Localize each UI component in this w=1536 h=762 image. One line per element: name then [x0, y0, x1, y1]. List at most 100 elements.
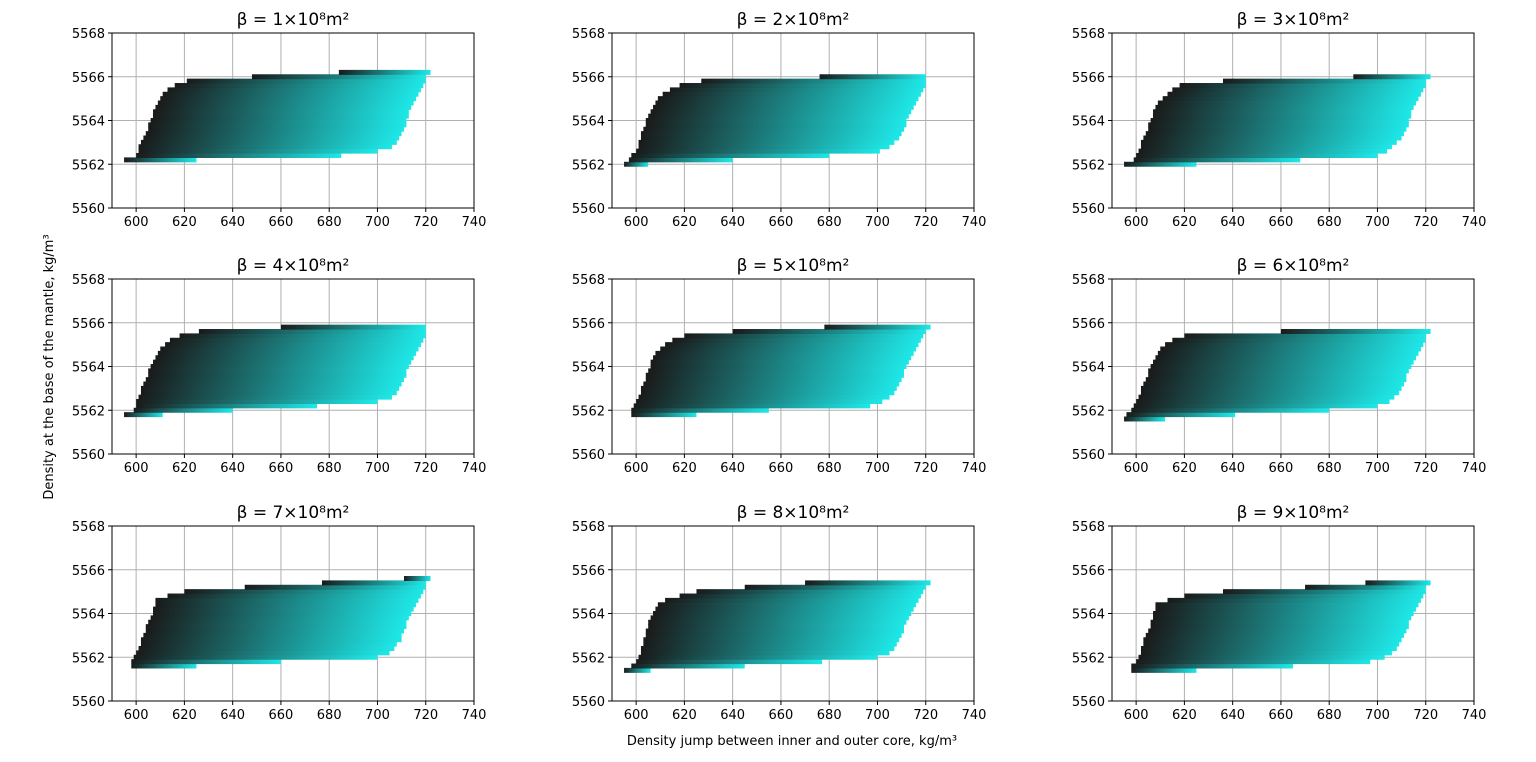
data-band [1126, 412, 1236, 418]
data-band [665, 342, 919, 348]
x-tick-label: 620 [672, 708, 697, 723]
data-band [153, 359, 412, 365]
data-band [645, 377, 902, 383]
y-tick-label: 5566 [72, 564, 105, 579]
y-tick-label: 5564 [572, 115, 605, 130]
data-band [186, 78, 426, 84]
data-region [631, 324, 931, 418]
data-band [140, 637, 402, 643]
data-band [648, 619, 907, 625]
panels: 600 620 640 660 680 700 720 740 5560 5562 5564 5566… [72, 10, 1487, 723]
data-band [1150, 624, 1409, 630]
data-band [143, 381, 402, 387]
x-tick-label: 600 [1124, 215, 1149, 230]
data-band [624, 161, 649, 167]
data-band [1153, 109, 1412, 115]
data-band [1143, 135, 1402, 141]
data-band [1305, 584, 1426, 590]
y-tick-label: 5562 [1072, 651, 1105, 666]
x-tick-label: 660 [1269, 461, 1294, 476]
y-tick-label: 5564 [1072, 361, 1105, 376]
y-tick-label: 5568 [1072, 273, 1105, 288]
y-tick-label: 5568 [572, 273, 605, 288]
x-tick-label: 720 [913, 215, 938, 230]
x-tick-label: 680 [317, 461, 342, 476]
x-tick-label: 740 [1462, 215, 1487, 230]
y-tick-label: 5566 [1072, 564, 1105, 579]
data-band [1124, 416, 1166, 422]
data-band [138, 394, 392, 400]
data-band [131, 663, 197, 669]
data-band [140, 390, 397, 396]
data-band [148, 368, 407, 374]
panel-5: 600 620 640 660 680 700 720 740 5560 5562 5564 5566… [572, 256, 987, 476]
data-band [140, 385, 400, 391]
data-band [148, 372, 407, 378]
x-tick-label: 700 [1365, 215, 1390, 230]
x-tick-label: 620 [1172, 461, 1197, 476]
x-tick-label: 640 [720, 215, 745, 230]
data-band [631, 663, 745, 669]
data-band [131, 659, 281, 665]
data-band [1131, 663, 1293, 669]
data-band [174, 83, 424, 88]
data-band [153, 113, 409, 119]
data-band [631, 412, 697, 418]
data-band [1150, 619, 1409, 625]
y-tick-label: 5566 [1072, 317, 1105, 332]
y-tick-label: 5566 [72, 317, 105, 332]
y-tick-label: 5564 [1072, 115, 1105, 130]
data-band [645, 628, 905, 634]
x-tick-label: 680 [817, 461, 842, 476]
y-tick-label: 5568 [1072, 520, 1105, 535]
data-band [805, 580, 931, 586]
x-tick-label: 700 [365, 215, 390, 230]
data-band [665, 597, 919, 603]
data-band [645, 372, 905, 378]
y-tick-label: 5564 [72, 608, 105, 623]
y-tick-label: 5562 [1072, 404, 1105, 419]
data-band [636, 399, 883, 404]
data-band [645, 632, 902, 638]
data-band [140, 139, 397, 145]
x-axis-label: Density jump between inner and outer cor… [627, 734, 957, 749]
data-band [824, 324, 931, 330]
data-band [1145, 377, 1407, 383]
data-region [624, 74, 926, 167]
data-band [145, 377, 405, 383]
data-band [1140, 144, 1392, 150]
x-tick-label: 620 [672, 215, 697, 230]
data-band [1145, 632, 1405, 638]
data-band [660, 346, 917, 352]
data-band [638, 139, 895, 145]
x-tick-label: 720 [413, 708, 438, 723]
data-band [650, 109, 912, 115]
data-band [650, 359, 909, 365]
panel-8: 600 620 640 660 680 700 720 740 5560 5562 5564 5566… [572, 503, 987, 723]
x-tick-label: 680 [1317, 461, 1342, 476]
panel-2: 600 620 640 660 680 700 720 740 5560 5562 5564 5566… [572, 10, 987, 230]
data-band [669, 87, 924, 93]
panel-4: 600 620 640 660 680 700 720 740 5560 5562 5564 5566… [72, 256, 487, 476]
x-tick-label: 700 [865, 708, 890, 723]
x-tick-label: 720 [413, 461, 438, 476]
data-band [679, 593, 921, 599]
panel-title: β = 4×10⁸m² [237, 256, 350, 276]
x-tick-label: 680 [1317, 215, 1342, 230]
y-tick-label: 5560 [572, 202, 605, 217]
x-tick-label: 700 [365, 461, 390, 476]
y-tick-label: 5568 [72, 520, 105, 535]
data-band [1136, 659, 1371, 665]
data-region [124, 324, 426, 418]
data-band [1223, 589, 1426, 595]
data-band [1157, 100, 1417, 106]
data-band [1150, 118, 1409, 123]
data-band [1157, 350, 1419, 356]
data-band [1138, 394, 1395, 400]
data-band [157, 100, 414, 106]
x-tick-label: 680 [1317, 708, 1342, 723]
x-tick-label: 600 [1124, 461, 1149, 476]
data-band [648, 624, 905, 630]
x-tick-label: 620 [672, 461, 697, 476]
data-band [404, 576, 431, 581]
